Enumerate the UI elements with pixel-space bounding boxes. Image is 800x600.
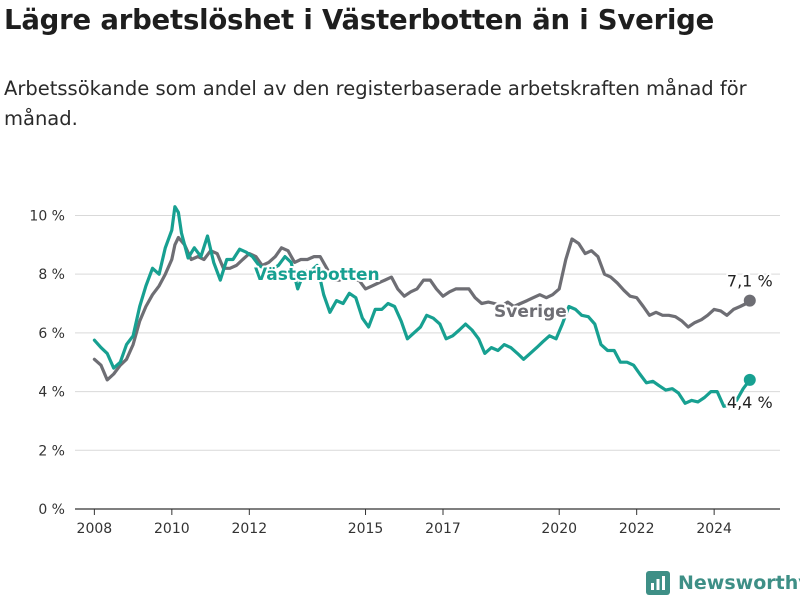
y-tick-label: 2 % [38,443,65,459]
x-tick-label: 2017 [425,521,461,537]
y-axis-ticks: 0 % 2 % 4 % 6 % 8 % 10 % [29,208,65,518]
x-tick-label: 2015 [348,521,384,537]
chart-subtitle: Arbetssökande som andel av den registerb… [4,77,747,130]
series-line-vasterbotten [92,205,752,408]
x-tick-label: 2012 [231,521,267,537]
series-lines [92,205,756,408]
x-tick-label: 2024 [696,521,732,537]
x-axis: 2008 2010 2012 2015 2017 2020 2022 2024 [75,508,780,537]
series-name-label: Västerbotten [254,265,380,285]
end-value-label: 7,1 % [727,272,773,291]
newsworthy-logo-icon [646,571,670,595]
y-tick-label: 4 % [38,385,65,401]
y-tick-label: 8 % [38,267,65,283]
x-tick-label: 2010 [154,521,190,537]
y-tick-label: 10 % [29,208,65,224]
gridlines [75,214,780,451]
y-tick-label: 6 % [38,326,65,342]
end-point-vasterbotten [743,373,756,386]
series-line-sverige [92,235,752,382]
x-tick-label: 2022 [619,521,655,537]
series-name-label: Sverige [494,302,567,322]
y-tick-label: 0 % [38,502,65,518]
newsworthy-logo: Newsworthy [646,568,800,598]
end-point-sverige [743,294,756,307]
end-value-label: 4,4 % [727,393,773,412]
x-tick-label: 2020 [541,521,577,537]
x-tick-label: 2008 [77,521,113,537]
chart-title: Lägre arbetslöshet i Västerbotten än i S… [4,4,715,36]
brand-name: Newsworthy [678,572,800,594]
series-labels: Västerbotten Sverige 7,1 % 4,4 % [252,263,775,414]
